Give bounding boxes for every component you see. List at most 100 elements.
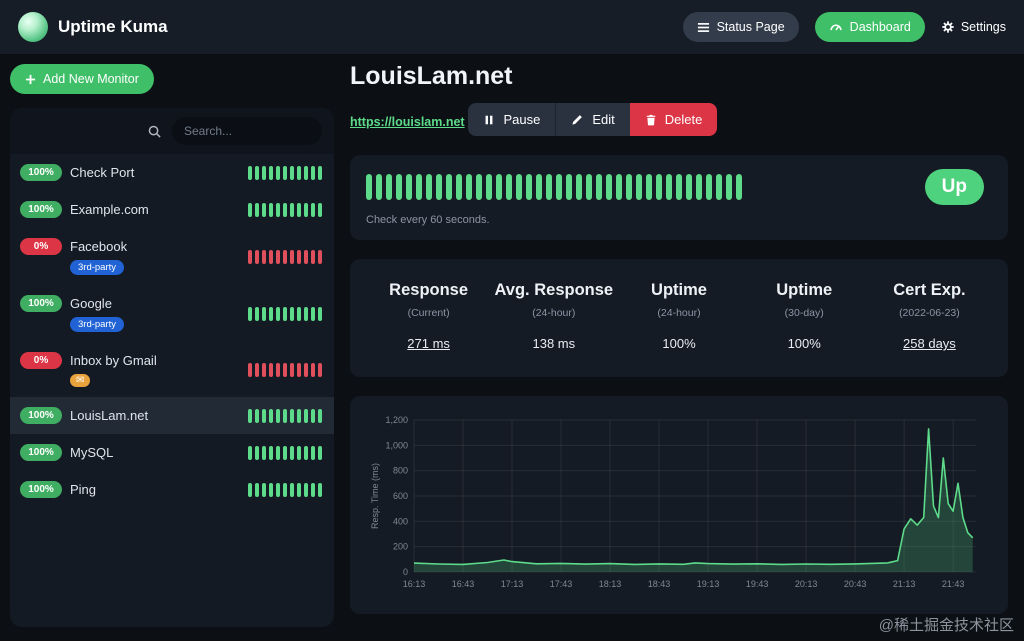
heartbeat-bar xyxy=(283,306,287,321)
heartbeat-bar[interactable] xyxy=(716,174,722,200)
dashboard-button[interactable]: Dashboard xyxy=(814,12,925,42)
pause-button[interactable]: Pause xyxy=(468,103,556,136)
monitor-row[interactable]: 100% MySQL xyxy=(10,434,334,471)
heartbeat-bar[interactable] xyxy=(416,174,422,200)
heartbeat-bar[interactable] xyxy=(666,174,672,200)
heartbeat-bar[interactable] xyxy=(406,174,412,200)
heartbeat-bar[interactable] xyxy=(396,174,402,200)
heartbeat-bar xyxy=(255,445,259,460)
heartbeat-bar xyxy=(290,482,294,497)
monitor-row[interactable]: 0% Inbox by Gmail ✉ xyxy=(10,342,334,397)
heartbeat-bar[interactable] xyxy=(626,174,632,200)
monitor-row[interactable]: 100% Google 3rd-party xyxy=(10,285,334,342)
header-nav: Status Page Dashboard Settings xyxy=(682,12,1006,42)
header: Uptime Kuma Status Page Dashboard xyxy=(0,0,1024,54)
heartbeat-bar xyxy=(290,165,294,180)
heartbeat-bar xyxy=(311,306,315,321)
heartbeat-bar[interactable] xyxy=(466,174,472,200)
heartbeat-bar[interactable] xyxy=(496,174,502,200)
heartbeat-bar[interactable] xyxy=(586,174,592,200)
heartbeat-bar xyxy=(269,482,273,497)
third-party-tag: 3rd-party xyxy=(70,260,125,275)
heartbeat-bar[interactable] xyxy=(656,174,662,200)
heartbeat-bar[interactable] xyxy=(696,174,702,200)
heartbeat-bar xyxy=(262,482,266,497)
heartbeat-bar xyxy=(276,408,280,423)
heartbeat-bar[interactable] xyxy=(486,174,492,200)
edit-button[interactable]: Edit xyxy=(555,103,630,136)
monitor-name: MySQL xyxy=(70,445,114,460)
svg-text:0: 0 xyxy=(403,567,408,577)
heartbeat-bar[interactable] xyxy=(646,174,652,200)
heartbeat-bar[interactable] xyxy=(596,174,602,200)
heartbeat-bar[interactable] xyxy=(736,174,742,200)
heartbeat-bar[interactable] xyxy=(556,174,562,200)
pencil-icon xyxy=(571,113,584,126)
heartbeat-bar[interactable] xyxy=(706,174,712,200)
heartbeat-bar[interactable] xyxy=(726,174,732,200)
heartbeat-bar xyxy=(290,202,294,217)
heartbeat-bar[interactable] xyxy=(516,174,522,200)
check-interval-text: Check every 60 seconds. xyxy=(366,214,490,226)
heartbeat-bar xyxy=(269,408,273,423)
heartbeat-bar[interactable] xyxy=(546,174,552,200)
heartbeat-bar xyxy=(262,249,266,264)
heartbeat-bar[interactable] xyxy=(386,174,392,200)
monitor-url-link[interactable]: https://louislam.net xyxy=(350,114,465,129)
heartbeat-bar xyxy=(255,249,259,264)
heartbeat-bar[interactable] xyxy=(566,174,572,200)
monitor-row[interactable]: 100% Example.com xyxy=(10,191,334,228)
add-new-monitor-button[interactable]: Add New Monitor xyxy=(10,64,154,94)
heartbeat-bar[interactable] xyxy=(436,174,442,200)
svg-text:600: 600 xyxy=(393,491,408,501)
heartbeat-bar[interactable] xyxy=(686,174,692,200)
stat-title: Uptime xyxy=(776,281,833,299)
monitor-name: Facebook xyxy=(70,239,128,254)
svg-text:17:13: 17:13 xyxy=(501,579,524,589)
heartbeat-bar xyxy=(304,202,308,217)
monitor-row[interactable]: 0% Facebook 3rd-party xyxy=(10,228,334,285)
monitor-row[interactable]: 100% Check Port xyxy=(10,154,334,191)
heartbeat-bar[interactable] xyxy=(506,174,512,200)
uptime-badge: 100% xyxy=(20,407,62,424)
status-page-button[interactable]: Status Page xyxy=(682,12,799,42)
heartbeat-bar xyxy=(276,362,280,377)
heartbeat-bar[interactable] xyxy=(366,174,372,200)
heartbeat-bar xyxy=(283,165,287,180)
delete-button[interactable]: Delete xyxy=(629,103,718,136)
stat-value[interactable]: 258 days xyxy=(903,336,956,351)
heartbeat-bar[interactable] xyxy=(576,174,582,200)
settings-button[interactable]: Settings xyxy=(941,20,1006,34)
page-title: LouisLam.net xyxy=(350,62,513,90)
heartbeat-bar[interactable] xyxy=(616,174,622,200)
heartbeat-bar[interactable] xyxy=(676,174,682,200)
stat-value: 100% xyxy=(787,336,821,351)
heartbeat-bar[interactable] xyxy=(426,174,432,200)
monitor-row[interactable]: 100% Ping xyxy=(10,471,334,508)
search-input[interactable] xyxy=(172,117,322,145)
heartbeat-bar[interactable] xyxy=(606,174,612,200)
heartbeat-bar[interactable] xyxy=(456,174,462,200)
heartbeat-bar[interactable] xyxy=(376,174,382,200)
uptime-kuma-logo[interactable] xyxy=(18,12,48,42)
monitor-tags: 3rd-party xyxy=(70,317,125,332)
pause-label: Pause xyxy=(503,112,541,127)
stat-column: Avg. Response (24-hour) 138 ms xyxy=(491,273,616,363)
monitor-info: 100% MySQL xyxy=(20,444,113,461)
heartbeat-bar[interactable] xyxy=(526,174,532,200)
heartbeat-bar xyxy=(318,445,322,460)
heartbeat-bar xyxy=(248,165,252,180)
heartbeat-bar xyxy=(248,306,252,321)
heartbeat-bar[interactable] xyxy=(446,174,452,200)
heartbeat-bar[interactable] xyxy=(636,174,642,200)
heartbeat-card: Up Check every 60 seconds. xyxy=(350,155,1008,240)
stat-subtitle: (30-day) xyxy=(784,307,824,319)
heartbeat-bar[interactable] xyxy=(536,174,542,200)
heartbeat-bar xyxy=(262,165,266,180)
monitor-row[interactable]: 100% LouisLam.net xyxy=(10,397,334,434)
monitor-tags: 3rd-party xyxy=(70,260,127,275)
heartbeat-bar[interactable] xyxy=(476,174,482,200)
main-heartbeat-bar-group xyxy=(366,174,742,200)
heartbeat-bar-group xyxy=(248,362,322,377)
stat-value[interactable]: 271 ms xyxy=(407,336,450,351)
